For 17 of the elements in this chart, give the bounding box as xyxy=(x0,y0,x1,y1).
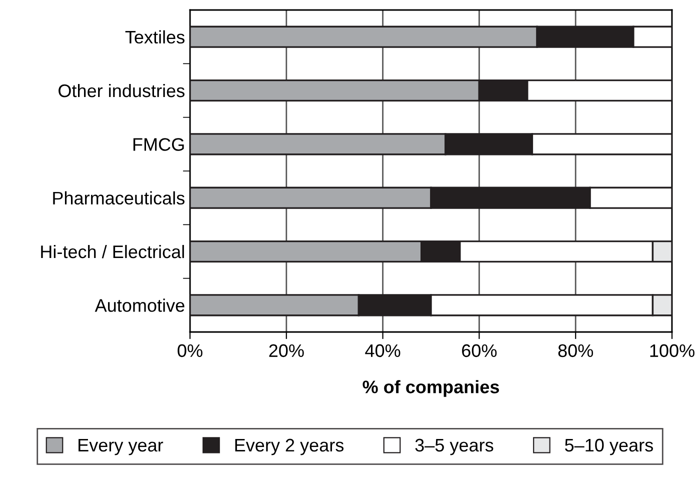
legend-label: 3–5 years xyxy=(415,438,494,456)
y-tick-label: Automotive xyxy=(94,298,184,312)
x-axis-title: % of companies xyxy=(362,380,499,397)
legend-label: Every 2 years xyxy=(235,438,344,456)
y-tick-label: Hi-tech / Electrical xyxy=(41,244,184,258)
x-tick-label: 20% xyxy=(269,344,304,358)
legend-label: Every year xyxy=(78,438,164,456)
x-tick-label: 100% xyxy=(650,344,694,358)
y-tick-label: Other industries xyxy=(58,84,184,98)
x-tick-label: 0% xyxy=(178,344,202,358)
y-tick-label: Pharmaceuticals xyxy=(53,191,184,205)
x-tick-label: 80% xyxy=(558,344,594,358)
y-tick-label: Textiles xyxy=(125,30,184,44)
x-tick-label: 60% xyxy=(462,344,497,358)
legend-label: 5–10 years xyxy=(565,438,653,456)
y-tick-label: FMCG xyxy=(133,138,184,151)
x-tick-label: 40% xyxy=(365,344,400,358)
